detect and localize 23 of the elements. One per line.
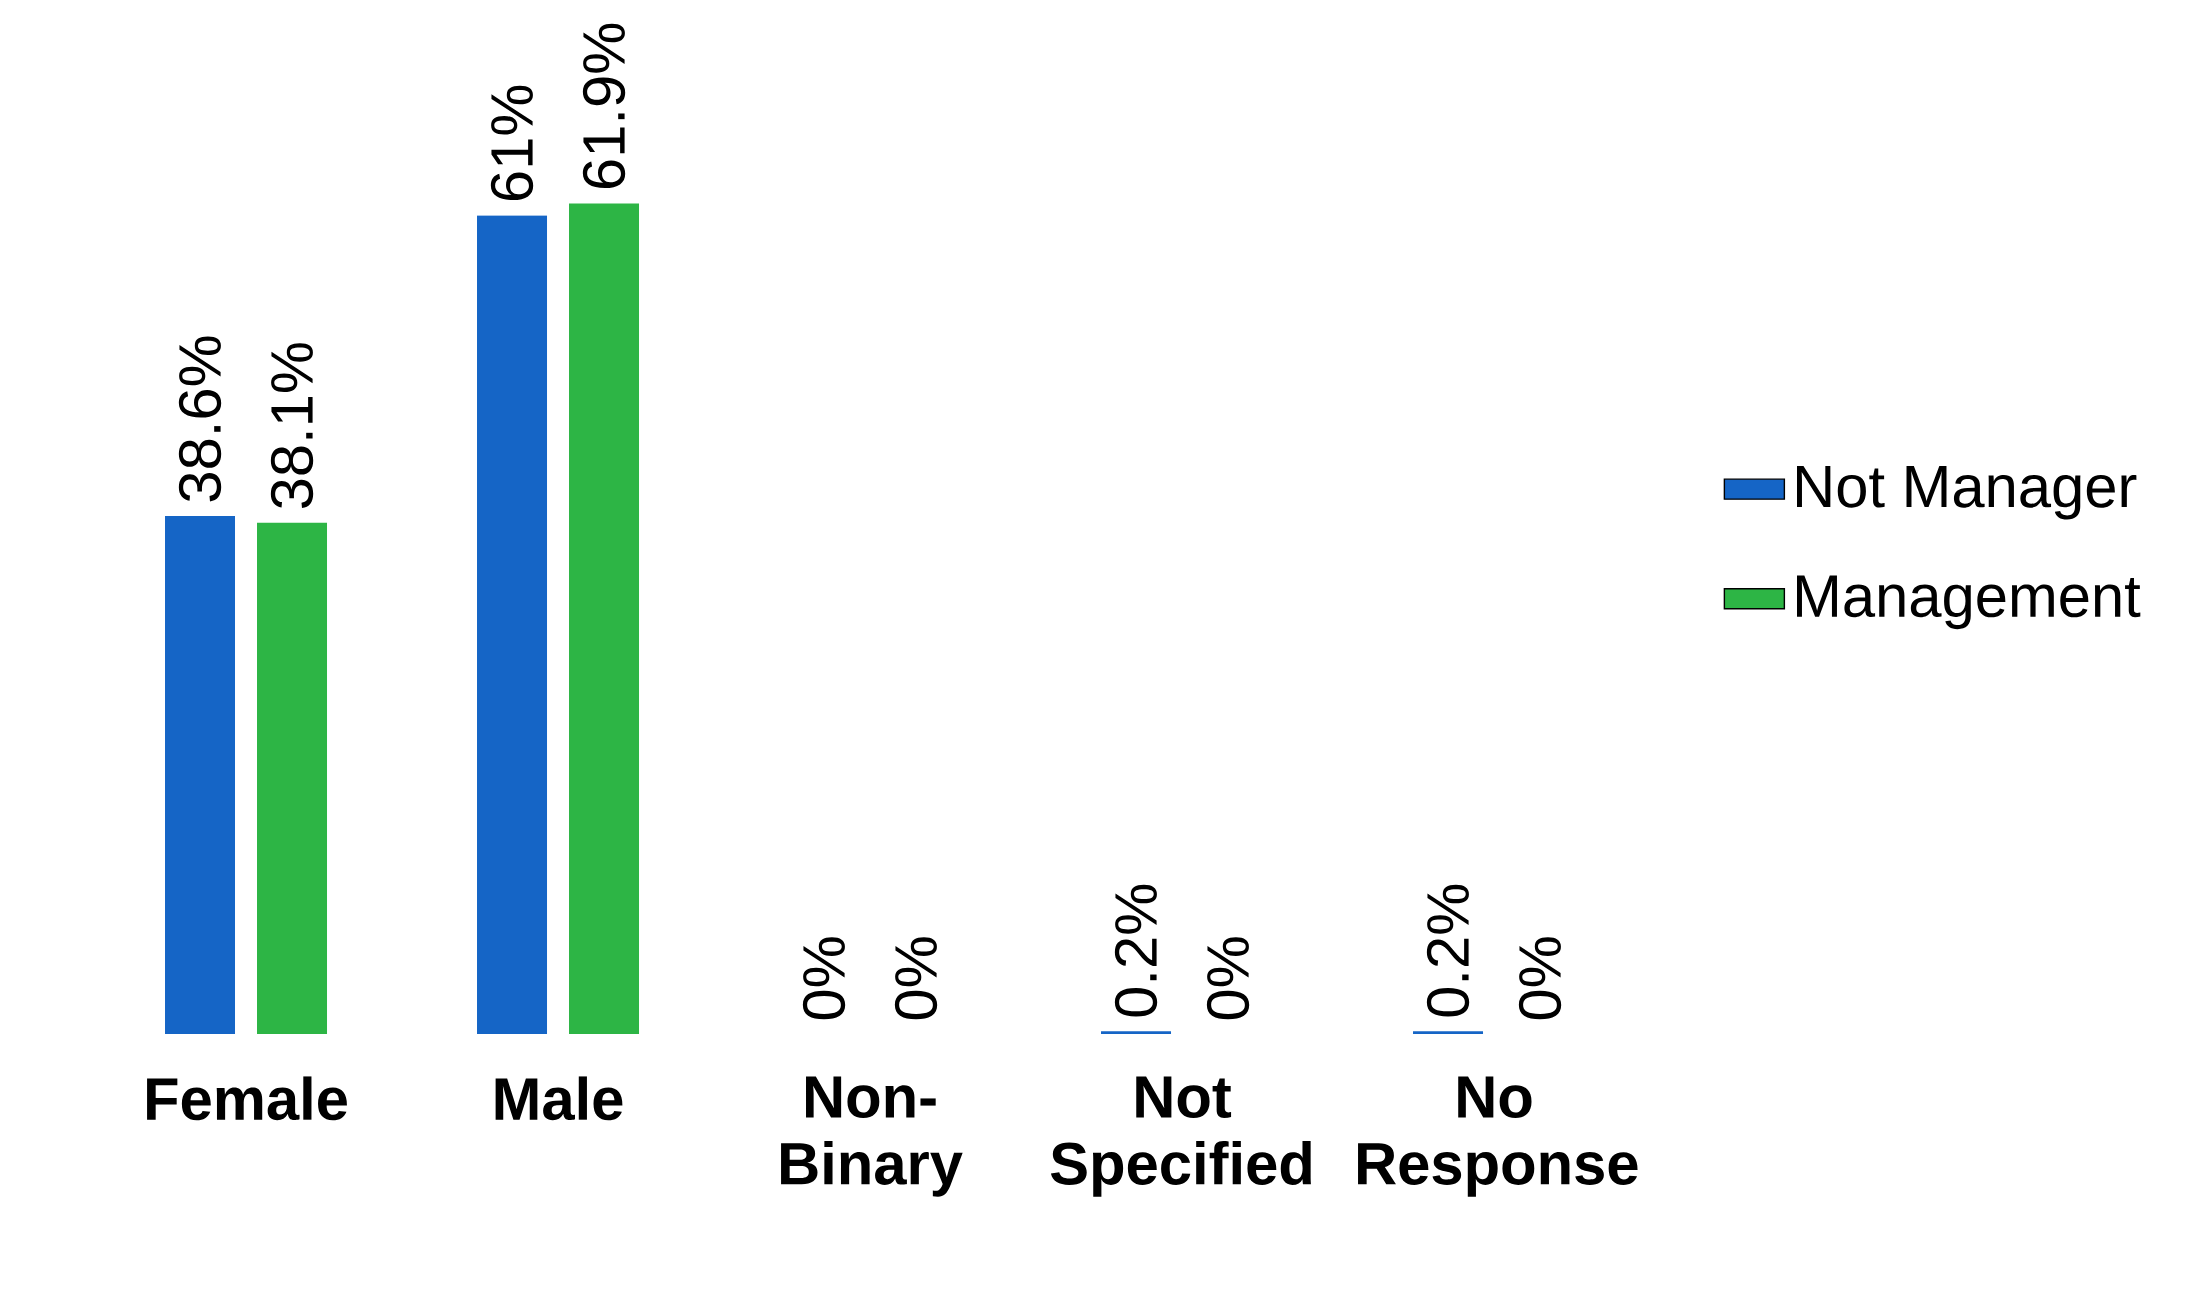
data-label: 61% [490,85,534,201]
bar [257,522,328,1034]
bar [477,215,548,1034]
bar [1413,1031,1484,1034]
data-label: 61.9% [582,23,626,189]
x-tick-label: Not Specified [1050,1076,1311,1197]
data-label: 0% [802,937,846,1020]
legend-label: Not Manager [1797,465,2137,520]
data-label: 38.1% [270,343,314,509]
data-label: 0.2% [1426,884,1470,1017]
x-tick-label: Non-Binary [781,1076,963,1197]
data-label: 0% [894,937,938,1020]
bar [1101,1031,1172,1034]
x-tick-label: Male [495,1076,623,1121]
data-label: 0% [1206,937,1250,1020]
data-label: 0% [1518,937,1562,1020]
legend-label: Management [1797,575,2141,630]
x-tick-label: Female [147,1076,347,1121]
x-tick-label: No Response [1358,1076,1638,1197]
data-label: 0.2% [1114,884,1158,1017]
data-label: 38.6% [178,336,222,502]
bar [569,203,640,1034]
bar [165,516,235,1034]
